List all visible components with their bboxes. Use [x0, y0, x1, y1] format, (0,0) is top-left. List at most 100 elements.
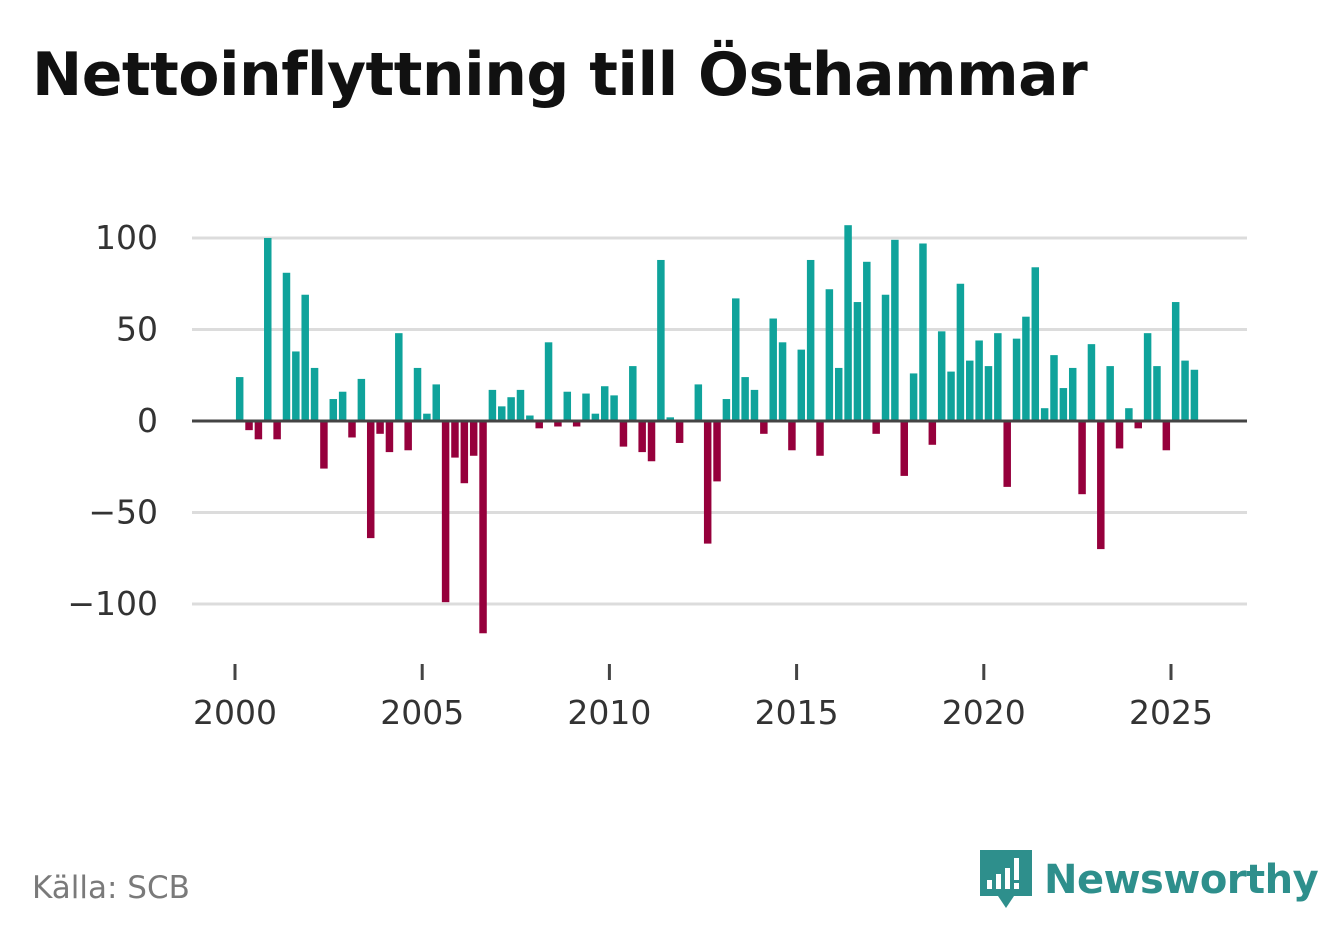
- bar-positive: [956, 283, 965, 421]
- bar-positive: [694, 384, 703, 421]
- bar-positive: [507, 397, 515, 421]
- bar-negative: [1162, 421, 1171, 451]
- bar-positive: [1125, 408, 1133, 421]
- newsworthy-logo-icon: [980, 850, 1032, 908]
- tick-labels: 100 50 0 −50 −100 2000 2005 2010 2015 2020 2025: [67, 218, 1213, 732]
- bar-positive: [395, 333, 403, 421]
- x-tick-label: 2005: [380, 693, 464, 732]
- bar-positive: [1190, 369, 1199, 421]
- bar-positive: [919, 243, 927, 421]
- bars: [235, 225, 1199, 634]
- bar-negative: [451, 421, 459, 458]
- bar-positive: [1106, 366, 1114, 421]
- bar-positive: [629, 366, 637, 421]
- bar-negative: [1003, 421, 1011, 487]
- bar-positive: [1153, 366, 1161, 421]
- bar-positive: [1087, 344, 1096, 421]
- bar-negative: [1115, 421, 1124, 449]
- y-tick-label: −50: [88, 493, 158, 532]
- bar-positive: [891, 239, 899, 421]
- bar-positive: [264, 238, 272, 421]
- bar-negative: [638, 421, 646, 453]
- bar-positive: [498, 406, 506, 421]
- chart-title: Nettoinflyttning till Östhammar: [32, 40, 1088, 110]
- bar-positive: [657, 259, 665, 421]
- bar-negative: [1134, 421, 1142, 429]
- bar-positive: [966, 360, 974, 421]
- bar-negative: [460, 421, 469, 484]
- bar-positive: [1068, 367, 1077, 421]
- bar-positive: [526, 415, 534, 421]
- y-tick-label: 50: [116, 310, 158, 349]
- bar-negative: [619, 421, 628, 447]
- bar-negative: [554, 421, 562, 427]
- x-tick-label: 2020: [942, 693, 1026, 732]
- bar-positive: [338, 391, 347, 421]
- bar-negative: [788, 421, 796, 451]
- bar-positive: [310, 367, 319, 421]
- bar-negative: [385, 421, 394, 453]
- bar-positive: [282, 272, 291, 421]
- bar-positive: [732, 298, 740, 421]
- x-tick-label: 2000: [193, 693, 277, 732]
- bar-positive: [909, 373, 918, 421]
- x-tick-label: 2010: [567, 693, 651, 732]
- bar-positive: [488, 389, 497, 421]
- x-tick-label: 2015: [755, 693, 839, 732]
- bar-positive: [797, 349, 806, 421]
- bar-positive: [582, 393, 590, 421]
- bar-negative: [469, 421, 478, 456]
- bar-positive: [863, 261, 871, 421]
- bar-positive: [975, 340, 983, 421]
- bar-negative: [245, 421, 253, 431]
- bar-positive: [1012, 338, 1021, 421]
- bar-positive: [853, 302, 862, 421]
- bar-negative: [572, 421, 581, 427]
- bar-positive: [1050, 355, 1058, 421]
- bar-negative: [404, 421, 412, 451]
- bar-positive: [844, 225, 852, 421]
- bar-negative: [348, 421, 356, 438]
- brand-logo: Newsworthy: [980, 850, 1319, 910]
- bar-positive: [778, 342, 787, 421]
- bar-negative: [376, 421, 384, 434]
- bar-positive: [741, 377, 749, 421]
- bar-positive: [1059, 388, 1068, 421]
- bar-positive: [769, 318, 777, 421]
- bar-negative: [675, 421, 684, 443]
- bar-positive: [750, 389, 759, 421]
- bar-positive: [984, 366, 993, 421]
- bar-positive: [301, 294, 309, 421]
- bar-positive: [235, 377, 244, 421]
- bar-negative: [703, 421, 712, 544]
- bar-positive: [825, 289, 834, 421]
- bar-negative: [713, 421, 721, 482]
- bar-positive: [881, 294, 890, 421]
- source-note: Källa: SCB: [32, 870, 190, 906]
- bar-positive: [329, 399, 338, 421]
- bar-negative: [441, 421, 450, 603]
- bar-positive: [563, 391, 572, 421]
- axes: [192, 419, 1247, 680]
- bar-positive: [1022, 316, 1030, 421]
- bar-negative: [928, 421, 937, 445]
- bar-negative: [872, 421, 880, 434]
- bar-positive: [544, 342, 553, 421]
- y-tick-label: 0: [137, 401, 158, 440]
- bar-positive: [806, 259, 815, 421]
- bar-positive: [722, 399, 731, 421]
- bar-negative: [816, 421, 824, 456]
- bar-negative: [647, 421, 656, 462]
- bar-positive: [413, 367, 422, 421]
- bar-positive: [610, 395, 618, 421]
- bar-negative: [254, 421, 263, 440]
- bar-positive: [357, 378, 366, 421]
- bar-positive: [666, 417, 674, 421]
- bar-positive: [1171, 302, 1180, 421]
- bar-negative: [760, 421, 768, 434]
- bar-negative: [535, 421, 543, 429]
- bar-positive: [947, 371, 955, 421]
- bar-negative: [366, 421, 375, 539]
- bar-negative: [320, 421, 328, 469]
